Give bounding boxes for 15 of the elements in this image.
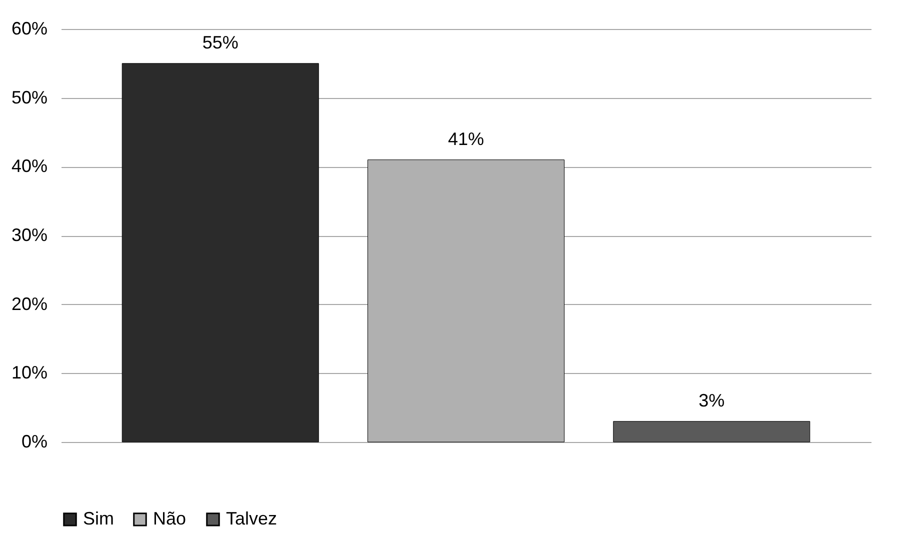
bar [613,421,810,442]
y-tick-label: 60% [11,18,48,38]
legend-label: Não [153,508,186,528]
y-tick-label: 10% [11,362,48,383]
legend-label: Sim [83,508,114,528]
y-tick-label: 40% [11,156,48,176]
bar [122,63,319,442]
y-tick-label: 20% [11,294,48,314]
data-label: 3% [698,390,725,410]
data-label: 41% [448,128,484,149]
y-tick-label: 50% [11,87,48,108]
y-tick-label: 0% [21,432,48,452]
legend-label: Talvez [226,508,278,528]
y-tick-label: 30% [11,225,48,245]
data-label: 55% [202,32,238,52]
